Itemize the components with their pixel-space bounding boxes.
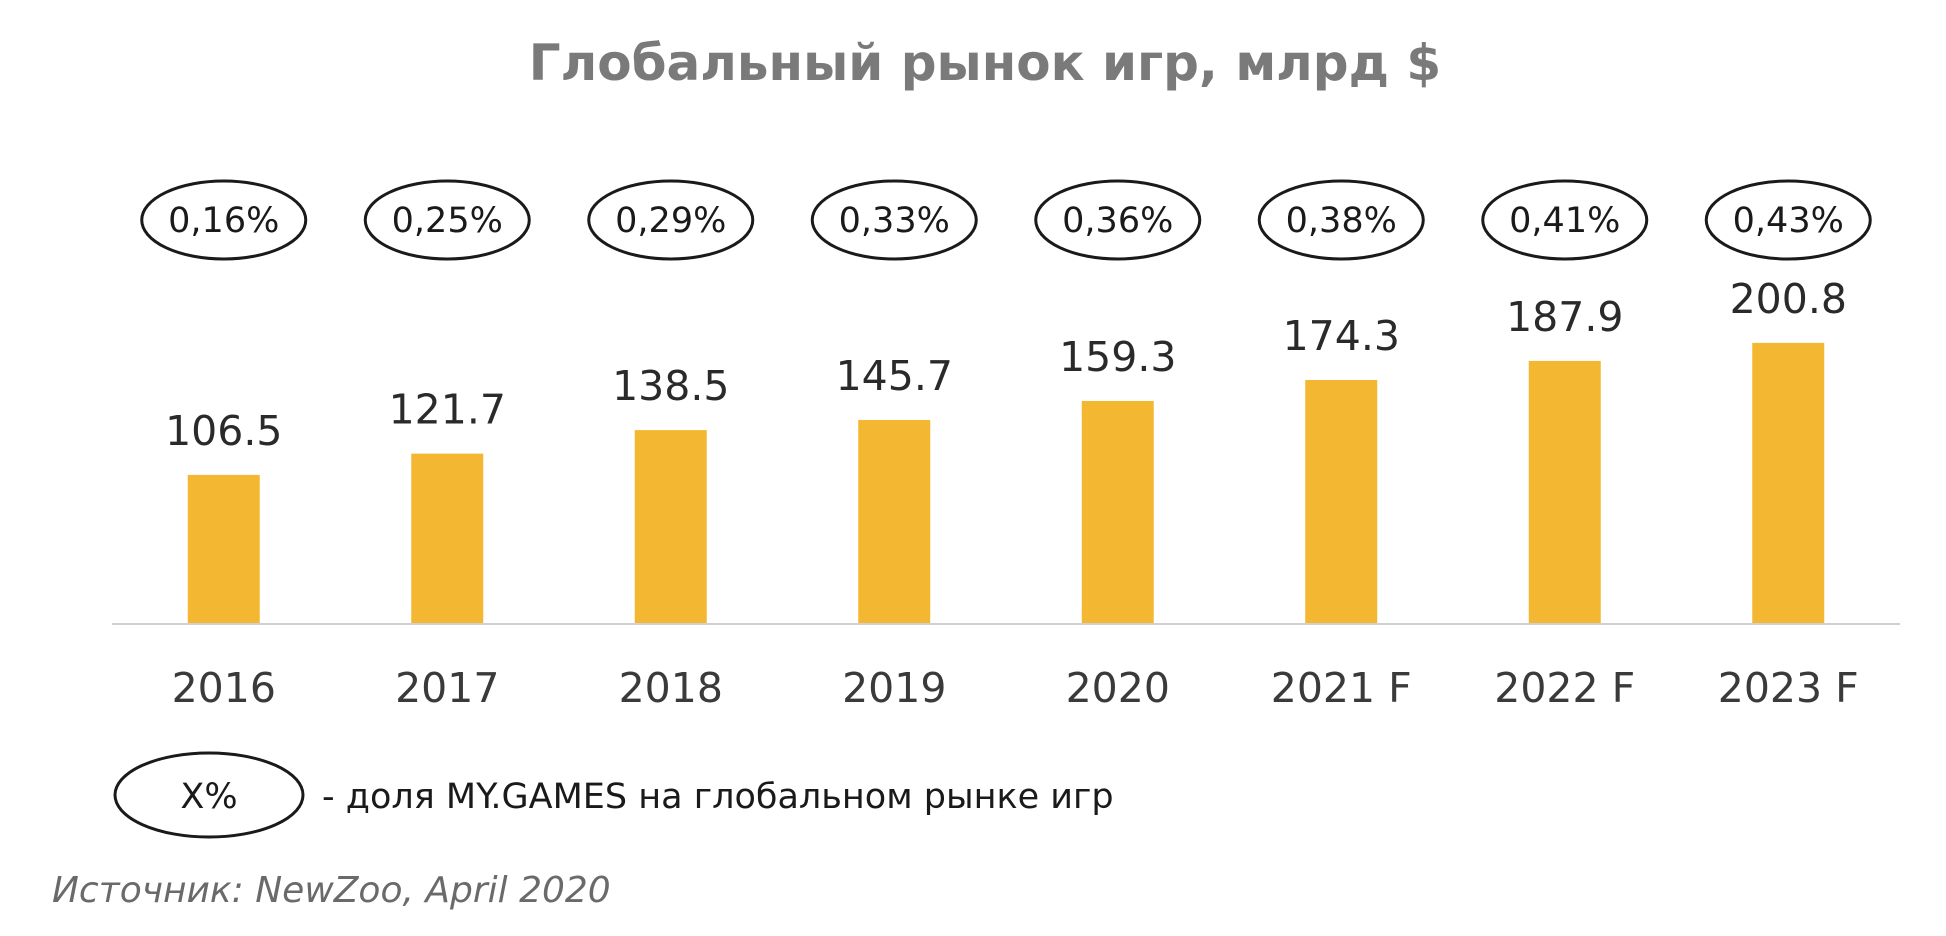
share-ellipse <box>1704 179 1872 261</box>
x-tick-labels: 2016 2017 2018 2019 2020 2021 F 2022 F 2023 F <box>172 664 1859 712</box>
share-label: 0,16% <box>168 201 279 241</box>
bar-value-label: 138.5 <box>612 362 729 410</box>
legend: X% - доля MY.GAMES на глобальном рынке и… <box>113 751 1114 839</box>
bar-value-label: 159.3 <box>1059 333 1176 381</box>
share-label: 0,29% <box>615 201 726 241</box>
chart-title: Глобальный рынок игр, млрд $ <box>529 34 1441 92</box>
x-tick-label: 2017 <box>395 664 499 712</box>
share-annotations: 0,16% 0,25% 0,29% 0,33% 0,36% 0,38% 0,41% 0,43% <box>140 179 1872 261</box>
bar-value-label: 200.8 <box>1730 275 1847 323</box>
share-ellipse <box>140 179 308 261</box>
value-labels: 106.5 121.7 138.5 145.7 159.3 174.3 187.9 200.8 <box>165 275 1847 455</box>
bar <box>411 453 484 624</box>
share-label: 0,43% <box>1733 201 1844 241</box>
bar-value-label: 145.7 <box>836 352 953 400</box>
legend-ellipse <box>113 751 305 839</box>
share-label: 0,25% <box>392 201 503 241</box>
bar <box>1752 342 1825 624</box>
x-tick-label: 2022 F <box>1494 664 1635 712</box>
bars <box>187 342 1825 624</box>
bar-value-label: 187.9 <box>1506 293 1623 341</box>
share-ellipse <box>1257 179 1425 261</box>
bar <box>1305 379 1378 624</box>
legend-marker-text: X% <box>180 777 237 817</box>
x-tick-label: 2018 <box>619 664 723 712</box>
bar <box>858 420 931 624</box>
x-tick-label: 2016 <box>172 664 276 712</box>
x-tick-label: 2020 <box>1066 664 1170 712</box>
x-tick-label: 2021 F <box>1271 664 1412 712</box>
x-tick-label: 2023 F <box>1718 664 1859 712</box>
bar-value-label: 174.3 <box>1283 312 1400 360</box>
share-label: 0,41% <box>1509 201 1620 241</box>
legend-description: - доля MY.GAMES на глобальном рынке игр <box>322 777 1114 817</box>
share-label: 0,38% <box>1286 201 1397 241</box>
bar <box>1528 360 1601 624</box>
share-ellipse <box>1034 179 1202 261</box>
share-label: 0,33% <box>839 201 950 241</box>
bar <box>1081 400 1154 624</box>
bar-value-label: 106.5 <box>165 407 282 455</box>
source-note: Источник: NewZoo, April 2020 <box>52 870 611 911</box>
bar <box>634 430 707 624</box>
share-ellipse <box>587 179 755 261</box>
bar <box>187 474 260 624</box>
share-label: 0,36% <box>1062 201 1173 241</box>
share-ellipse <box>810 179 978 261</box>
bar-value-label: 121.7 <box>389 386 506 434</box>
share-ellipse <box>1481 179 1649 261</box>
share-ellipse <box>363 179 531 261</box>
x-tick-label: 2019 <box>842 664 946 712</box>
